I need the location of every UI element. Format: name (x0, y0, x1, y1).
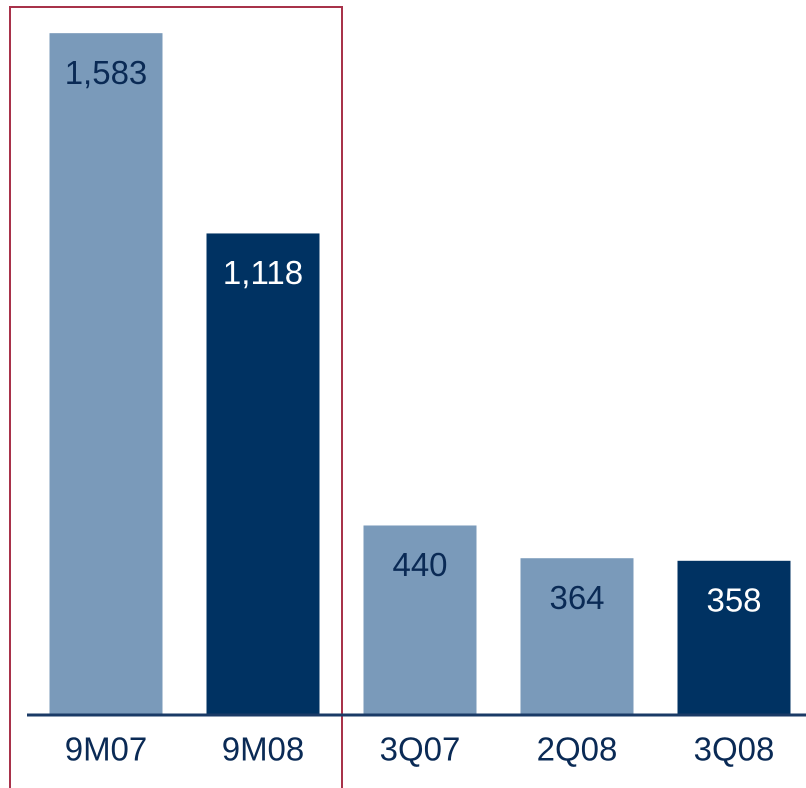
bar (206, 233, 320, 715)
value-label: 1,583 (65, 54, 148, 91)
value-label: 364 (549, 579, 604, 616)
x-tick-label: 3Q07 (380, 731, 461, 768)
highlight-frame (9, 6, 343, 788)
value-label: 440 (392, 546, 447, 583)
x-tick-label: 3Q08 (694, 731, 775, 768)
bar (49, 33, 163, 716)
value-label: 1,118 (223, 254, 303, 291)
value-label: 358 (706, 582, 761, 619)
x-tick-label: 9M08 (222, 731, 305, 768)
bar (677, 560, 791, 715)
x-tick-label: 2Q08 (537, 731, 618, 768)
bar (520, 558, 634, 715)
bar (363, 525, 477, 715)
x-tick-label: 9M07 (65, 731, 148, 768)
